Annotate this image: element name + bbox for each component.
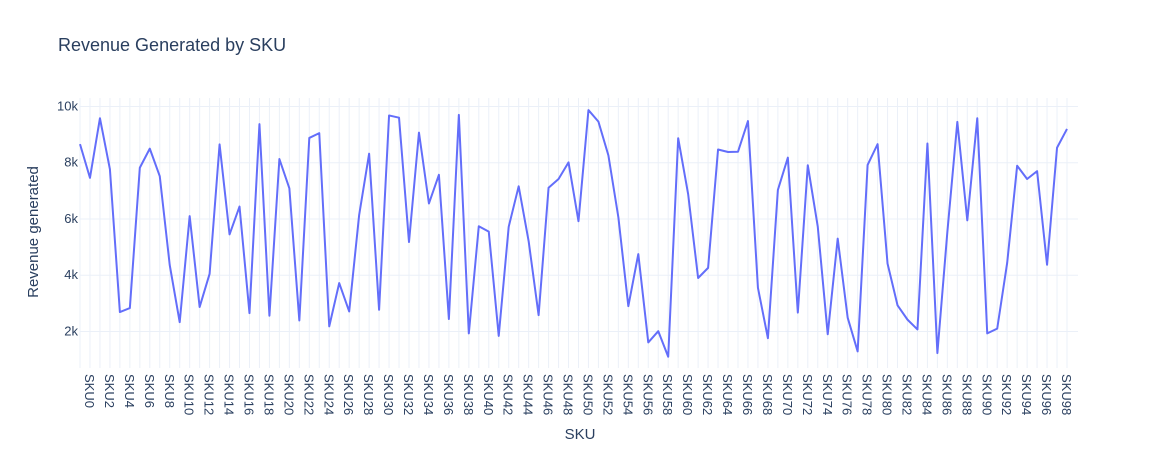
x-tick-label: SKU16 (242, 374, 257, 415)
x-tick-label: SKU72 (800, 374, 815, 415)
x-tick-label: SKU38 (461, 374, 476, 415)
x-tick-label: SKU74 (820, 374, 835, 415)
x-tick-label: SKU6 (142, 374, 157, 408)
x-tick-label: SKU10 (182, 374, 197, 415)
x-tick-label: SKU20 (281, 374, 296, 415)
x-tick-label: SKU90 (979, 374, 994, 415)
x-tick-label: SKU58 (660, 374, 675, 415)
x-tick-label: SKU88 (959, 374, 974, 415)
y-axis-ticks: 2k 4k 6k 8k 10k (57, 98, 78, 338)
x-axis-label: SKU (565, 426, 596, 443)
series-line[interactable] (79, 109, 1068, 358)
x-tick-label: SKU48 (561, 374, 576, 415)
grid-lines (79, 98, 1078, 368)
x-tick-label: SKU32 (401, 374, 416, 415)
y-tick-label: 2k (64, 323, 78, 338)
x-tick-label: SKU78 (860, 374, 875, 415)
x-tick-label: SKU36 (441, 374, 456, 415)
x-tick-label: SKU46 (541, 374, 556, 415)
x-tick-label: SKU44 (521, 374, 536, 415)
y-tick-label: 6k (64, 211, 78, 226)
x-tick-label: SKU76 (840, 374, 855, 415)
x-tick-label: SKU42 (501, 374, 516, 415)
x-tick-label: SKU68 (760, 374, 775, 415)
x-tick-label: SKU30 (381, 374, 396, 415)
x-tick-label: SKU18 (261, 374, 276, 415)
x-tick-label: SKU94 (1019, 374, 1034, 415)
x-tick-label: SKU80 (880, 374, 895, 415)
x-tick-label: SKU62 (700, 374, 715, 415)
x-tick-label: SKU92 (999, 374, 1014, 415)
x-tick-label: SKU84 (919, 374, 934, 415)
x-tick-label: SKU12 (202, 374, 217, 415)
x-tick-label: SKU26 (341, 374, 356, 415)
x-tick-label: SKU28 (361, 374, 376, 415)
x-tick-label: SKU82 (900, 374, 915, 415)
x-tick-label: SKU52 (600, 374, 615, 415)
x-tick-label: SKU54 (620, 374, 635, 415)
chart-title: Revenue Generated by SKU (58, 35, 286, 55)
x-tick-label: SKU66 (740, 374, 755, 415)
x-tick-label: SKU0 (82, 374, 97, 408)
x-tick-label: SKU14 (222, 374, 237, 415)
x-tick-label: SKU70 (780, 374, 795, 415)
x-tick-label: SKU98 (1059, 374, 1074, 415)
x-tick-label: SKU86 (939, 374, 954, 415)
x-tick-label: SKU34 (421, 374, 436, 415)
x-tick-label: SKU50 (580, 374, 595, 415)
x-tick-label: SKU8 (162, 374, 177, 408)
x-tick-label: SKU64 (720, 374, 735, 415)
x-axis-ticks: SKU0 SKU2 SKU4 SKU6 SKU8 SKU10 SKU12 SKU14 SKU16… (82, 374, 1074, 415)
x-tick-label: SKU24 (321, 374, 336, 415)
x-tick-label: SKU22 (301, 374, 316, 415)
x-tick-label: SKU40 (481, 374, 496, 415)
x-tick-label: SKU2 (102, 374, 117, 408)
y-tick-label: 4k (64, 267, 78, 282)
x-tick-label: SKU4 (122, 374, 137, 408)
x-tick-label: SKU60 (680, 374, 695, 415)
y-tick-label: 8k (64, 155, 78, 170)
x-tick-label: SKU56 (640, 374, 655, 415)
y-axis-label: Revenue generated (25, 166, 42, 298)
y-tick-label: 10k (57, 98, 78, 113)
x-tick-label: SKU96 (1039, 374, 1054, 415)
